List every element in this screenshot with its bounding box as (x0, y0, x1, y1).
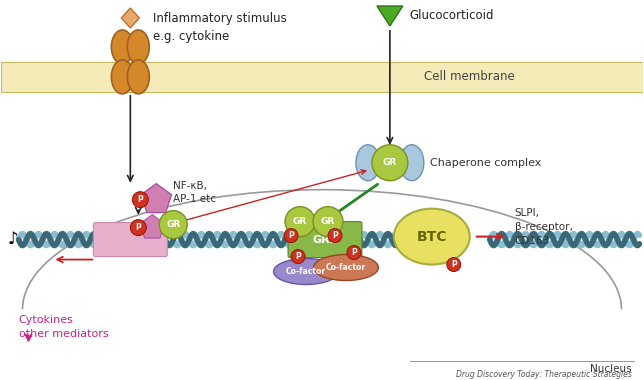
Text: GR: GR (293, 217, 307, 226)
Text: GR: GR (166, 220, 180, 229)
Ellipse shape (356, 145, 380, 181)
Circle shape (372, 145, 408, 181)
Circle shape (284, 229, 298, 242)
Text: Glucocorticoid: Glucocorticoid (410, 10, 495, 22)
FancyBboxPatch shape (288, 222, 362, 258)
Text: P: P (351, 248, 357, 257)
Text: BTC: BTC (417, 230, 447, 244)
Text: P: P (332, 231, 338, 240)
Text: SLPI,
β-receptor,
CD163: SLPI, β-receptor, CD163 (515, 207, 573, 245)
Ellipse shape (400, 145, 424, 181)
Text: Co-factor: Co-factor (286, 267, 326, 276)
Text: Cell membrane: Cell membrane (424, 70, 515, 83)
Text: NF-κB,
AP-1 etc: NF-κB, AP-1 etc (173, 181, 216, 204)
FancyBboxPatch shape (93, 223, 167, 256)
Polygon shape (121, 8, 139, 28)
Circle shape (291, 250, 305, 264)
Text: Chaperone complex: Chaperone complex (430, 158, 541, 168)
Ellipse shape (394, 209, 469, 264)
Text: P: P (288, 231, 294, 240)
Bar (1, 62, 643, 92)
Circle shape (347, 245, 361, 260)
Text: Cytokines
other mediators: Cytokines other mediators (19, 315, 108, 339)
Circle shape (447, 258, 460, 272)
Text: P: P (295, 252, 301, 261)
Text: P: P (135, 223, 141, 232)
Ellipse shape (128, 30, 149, 64)
Circle shape (159, 211, 187, 239)
Text: P: P (137, 195, 143, 204)
Circle shape (130, 220, 146, 236)
Text: Inflammatory stimulus
e.g. cytokine: Inflammatory stimulus e.g. cytokine (153, 13, 287, 43)
Text: Drug Discovery Today: Therapeutic Strategies: Drug Discovery Today: Therapeutic Strate… (455, 370, 632, 379)
Ellipse shape (111, 60, 133, 94)
Text: Co-factor: Co-factor (326, 263, 366, 272)
Ellipse shape (111, 30, 133, 64)
Text: Nucleus: Nucleus (590, 364, 632, 374)
Ellipse shape (274, 258, 339, 285)
Text: GR: GR (383, 158, 397, 167)
Circle shape (313, 207, 343, 237)
Ellipse shape (314, 255, 379, 280)
Ellipse shape (128, 60, 149, 94)
Circle shape (132, 192, 148, 207)
Text: P: P (451, 260, 457, 269)
Text: GRE: GRE (312, 234, 337, 245)
Circle shape (328, 229, 342, 242)
Polygon shape (377, 6, 403, 26)
Circle shape (285, 207, 315, 237)
Text: ♪: ♪ (7, 230, 18, 248)
Text: GR: GR (321, 217, 335, 226)
